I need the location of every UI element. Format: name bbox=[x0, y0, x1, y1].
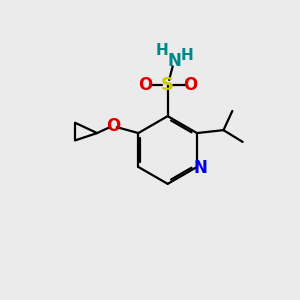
Text: O: O bbox=[183, 76, 197, 94]
Text: O: O bbox=[138, 76, 152, 94]
Text: O: O bbox=[106, 117, 120, 135]
Text: S: S bbox=[161, 76, 174, 94]
Text: H: H bbox=[180, 48, 193, 63]
Text: H: H bbox=[155, 43, 168, 58]
Text: N: N bbox=[167, 52, 181, 70]
Text: N: N bbox=[194, 159, 208, 177]
